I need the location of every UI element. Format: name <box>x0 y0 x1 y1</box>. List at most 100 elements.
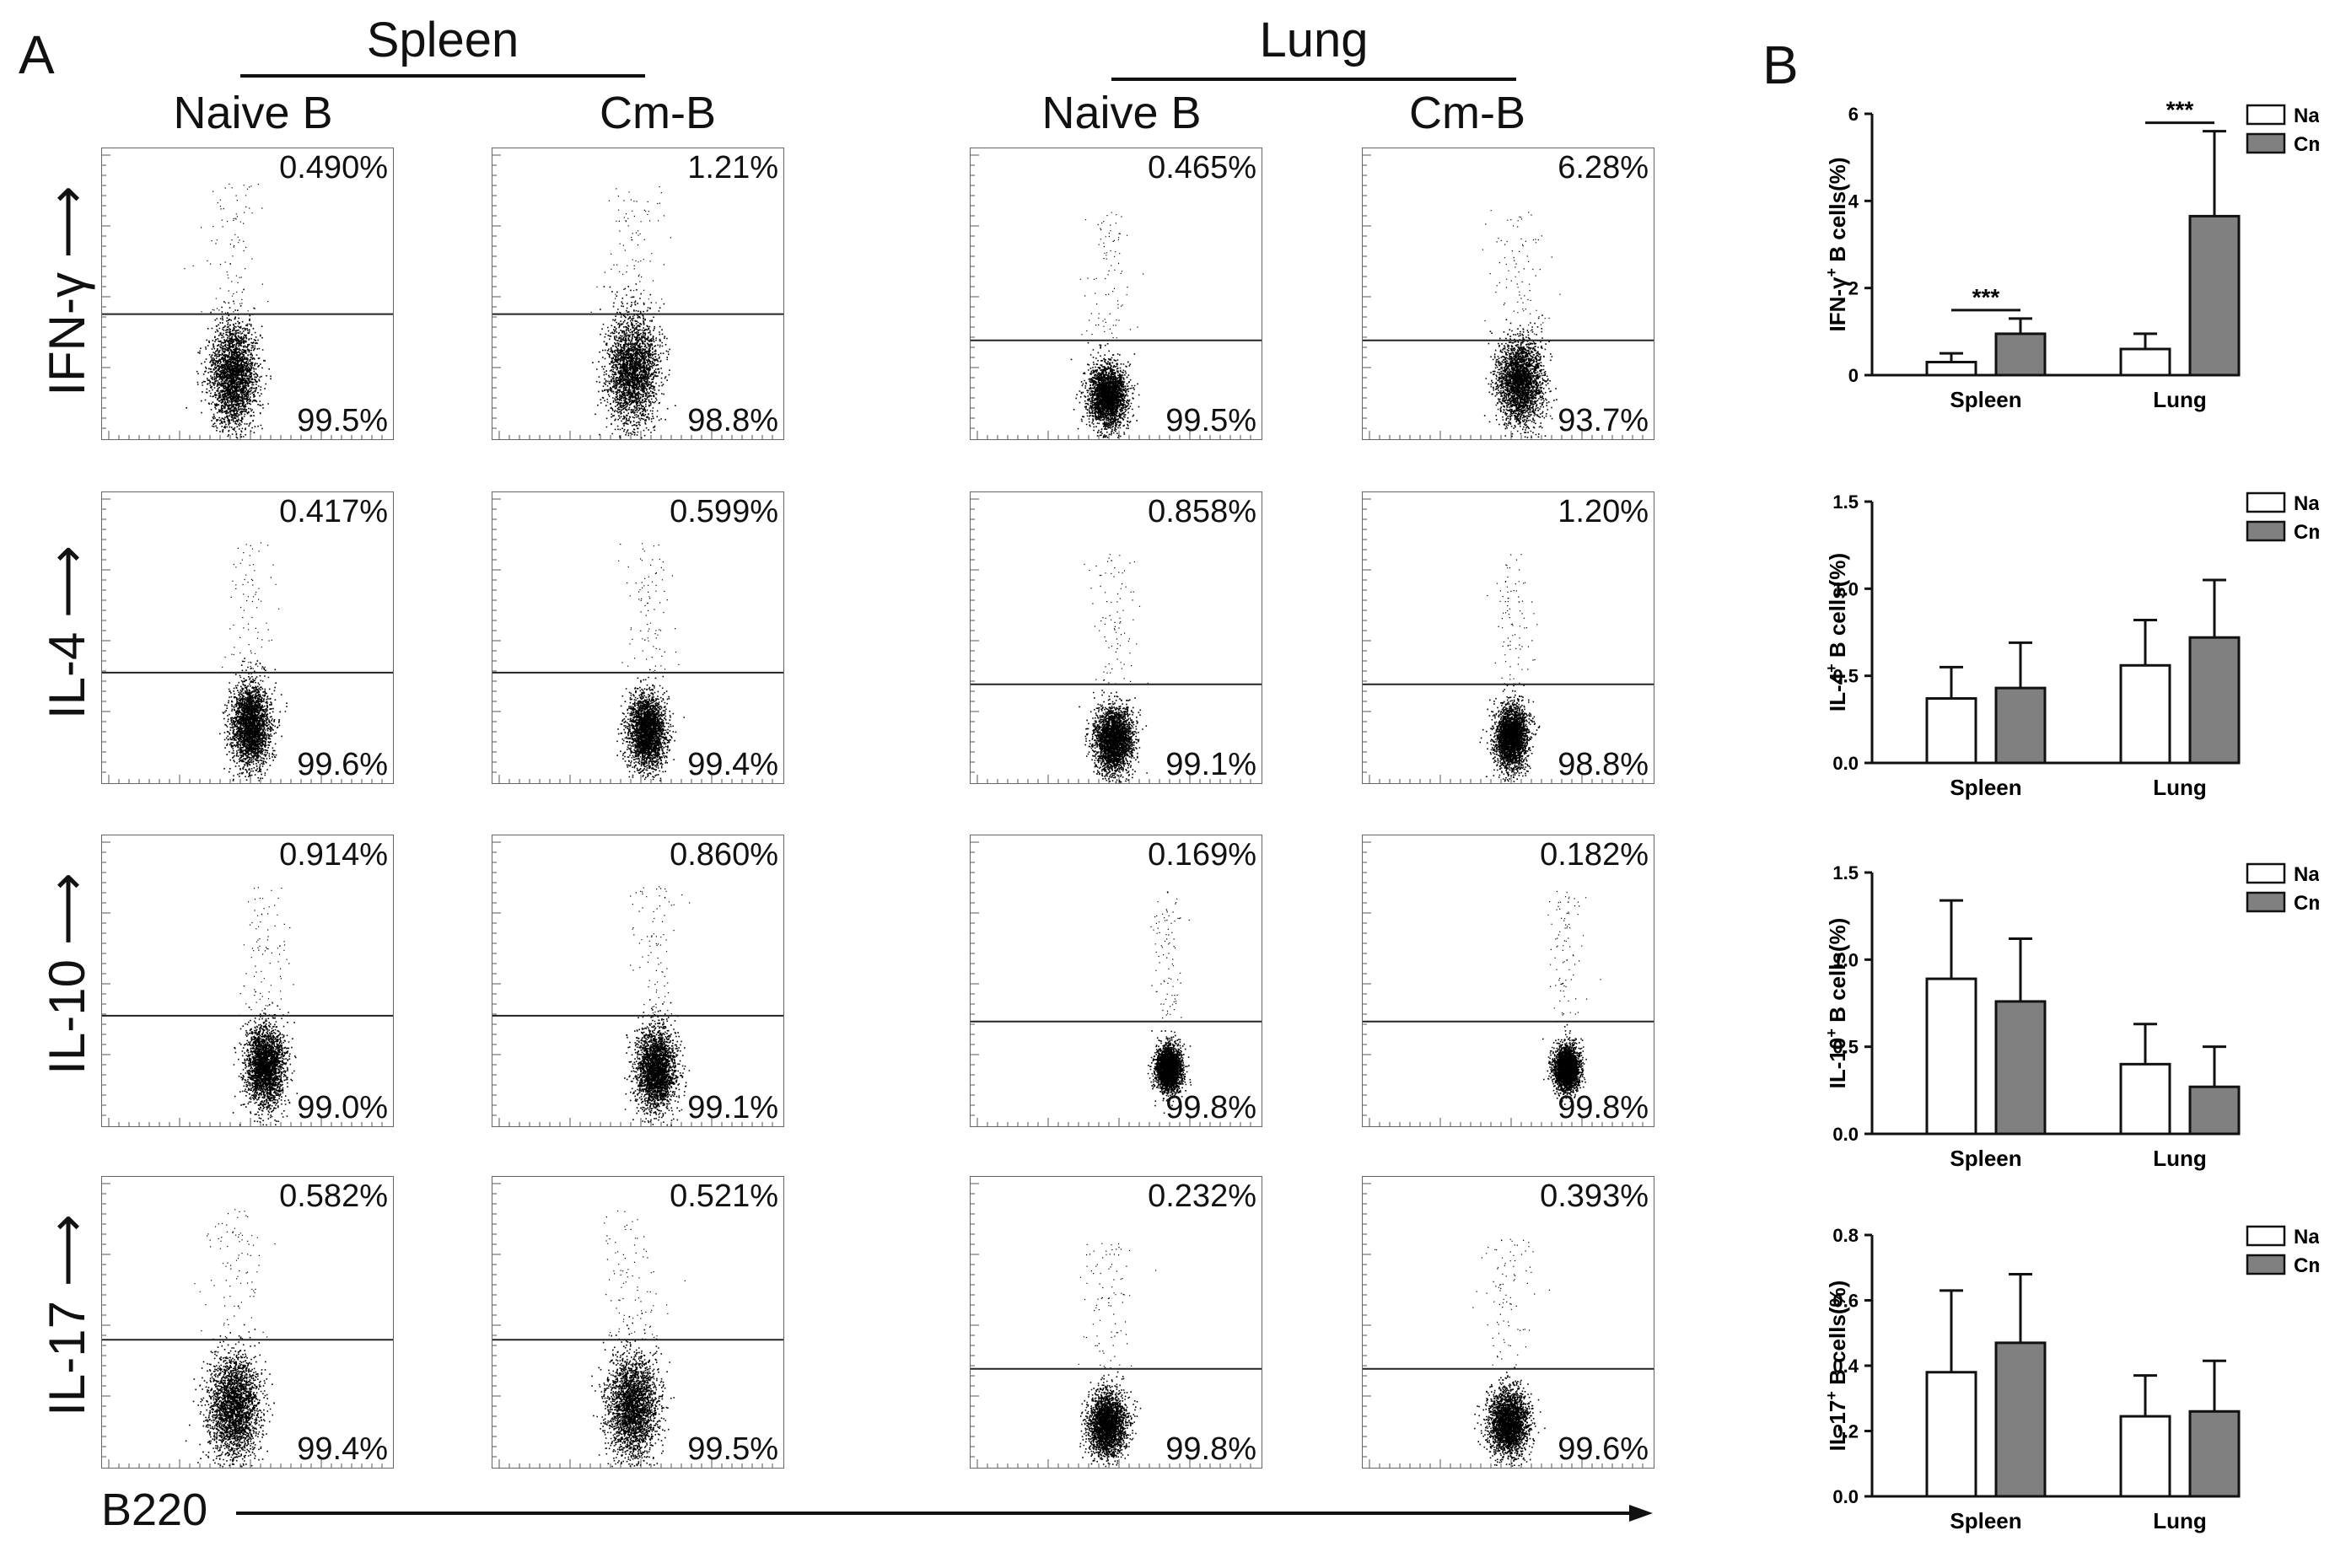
row-label-il4-text: IL-4 <box>39 631 95 720</box>
flow-plot: 0.599% 99.4% <box>492 491 784 784</box>
event-dots <box>184 183 272 439</box>
cell-population <box>232 887 299 1126</box>
event-dots <box>590 186 676 439</box>
y-axis-label-sup: + <box>1823 663 1840 673</box>
flow-plot: 0.858% 99.1% <box>970 491 1262 784</box>
y-tick-label: 6 <box>1848 104 1859 125</box>
lower-quadrant-percent: 99.8% <box>1165 1090 1256 1125</box>
y-axis-label-rest: B cells(%) <box>1825 157 1850 268</box>
upper-quadrant-percent: 0.182% <box>1540 837 1649 873</box>
flow-plot: 0.860% 99.1% <box>492 835 784 1127</box>
x-category-label: Lung <box>2153 1508 2207 1533</box>
bar-naive-b <box>1925 361 1977 377</box>
event-dots <box>1070 212 1144 438</box>
lower-quadrant-percent: 98.8% <box>1558 747 1649 782</box>
y-tick-label: 0.5 <box>1832 1037 1859 1058</box>
flow-plot: 0.169% 99.8% <box>970 835 1262 1127</box>
panel-a-letter: A <box>19 24 55 85</box>
x-category-label: Spleen <box>1950 775 2021 800</box>
bar-naive-b <box>1925 1371 1977 1498</box>
y-axis-label: IL-10+ B cells(%) <box>1823 918 1850 1089</box>
lower-quadrant-percent: 99.4% <box>297 1431 388 1467</box>
y-tick-label: 0 <box>1848 365 1859 386</box>
bar-naive-b <box>2119 663 2171 765</box>
cell-population <box>185 1209 276 1468</box>
y-axis-label-sup: + <box>1823 268 1840 277</box>
upper-quadrant-percent: 0.393% <box>1540 1179 1649 1214</box>
x-category-label: Lung <box>2153 1146 2207 1171</box>
significance-stars: *** <box>2166 97 2194 123</box>
x-category-label: Spleen <box>1950 387 2021 412</box>
row-label-il10-text: IL-10 <box>39 959 95 1075</box>
flow-plot: 1.20% 98.8% <box>1362 491 1654 784</box>
row-label-il17-text: IL-17 <box>39 1300 95 1416</box>
upper-quadrant-percent: 0.860% <box>670 837 778 873</box>
panel-b-letter: B <box>1762 35 1799 95</box>
cell-population <box>1078 1243 1157 1468</box>
flow-plot: 0.582% 99.4% <box>101 1176 394 1469</box>
bar-chart: 0 2 4 6 IFN-γ+ B cells(%) Spleen *** Lung *** Nai… <box>1823 97 2319 412</box>
col-title-spleen-cmb: Cm-B <box>600 88 716 138</box>
flow-plot: 0.490% 99.5% <box>101 148 394 440</box>
bar-cm-b <box>2188 1085 2241 1136</box>
legend-label: Cm-B <box>2294 133 2319 156</box>
y-axis-label: IL-17+ B cells(%) <box>1823 1281 1850 1452</box>
row-label-ifng-text: IFN-γ <box>39 272 95 396</box>
y-axis-label: IL-4+ B cells(%) <box>1823 553 1850 712</box>
cell-population <box>616 543 685 781</box>
lower-quadrant-percent: 99.5% <box>297 403 388 438</box>
legend-swatch <box>2246 862 2286 884</box>
lower-quadrant-percent: 99.1% <box>687 1090 778 1125</box>
col-title-lung-naive: Naive B <box>1041 88 1202 138</box>
y-axis-label-main: IL-10 <box>1825 1038 1850 1089</box>
legend-label: Naive B <box>2294 492 2319 515</box>
y-tick-label: 0.0 <box>1832 1124 1859 1145</box>
bar-naive-b <box>1925 977 1977 1136</box>
bar-naive-b <box>2119 347 2171 377</box>
upper-quadrant-percent: 1.21% <box>687 150 778 185</box>
upper-quadrant-percent: 0.599% <box>670 494 778 529</box>
y-tick-label: 1.5 <box>1832 491 1859 513</box>
x-category-label: Spleen <box>1950 1146 2021 1171</box>
legend-swatch <box>2246 1225 2286 1247</box>
x-category-label: Lung <box>2153 387 2207 412</box>
event-dots <box>591 1210 686 1468</box>
flow-plot: 0.465% 99.5% <box>970 148 1262 440</box>
significance-stars: *** <box>1972 284 2000 310</box>
cell-population <box>1472 1238 1550 1467</box>
flow-plot: 0.232% 99.8% <box>970 1176 1262 1469</box>
flow-plot: 0.182% 99.8% <box>1362 835 1654 1127</box>
upper-quadrant-percent: 6.28% <box>1558 150 1649 185</box>
lower-quadrant-percent: 99.5% <box>687 1431 778 1467</box>
cell-population <box>184 183 272 439</box>
bar-naive-b <box>2119 1062 2171 1136</box>
event-dots <box>1079 554 1149 783</box>
upper-quadrant-percent: 1.20% <box>1558 494 1649 529</box>
upper-quadrant-percent: 0.417% <box>279 494 388 529</box>
cell-population <box>1479 554 1541 782</box>
y-tick-label: 0.0 <box>1832 753 1859 774</box>
lower-quadrant-percent: 99.4% <box>687 747 778 782</box>
legend-label: Cm-B <box>2294 1254 2319 1277</box>
y-axis-label-main: IFN-γ <box>1825 277 1850 332</box>
bar-chart: 0.0 0.2 0.4 0.6 0.8 IL-17+ B cells(%) Spleen Lu… <box>1823 1225 2319 1533</box>
legend-label: Naive B <box>2294 863 2319 886</box>
event-dots <box>624 886 691 1126</box>
event-dots <box>219 542 288 781</box>
event-dots <box>616 543 685 781</box>
y-tick-label: 0.0 <box>1832 1486 1859 1507</box>
upper-quadrant-percent: 0.858% <box>1148 494 1256 529</box>
event-dots <box>1147 891 1192 1114</box>
legend-swatch <box>2246 520 2286 542</box>
lower-quadrant-percent: 99.5% <box>1165 403 1256 438</box>
upper-quadrant-percent: 0.582% <box>279 1179 388 1214</box>
legend-label: Naive B <box>2294 1226 2319 1248</box>
y-tick-label: 0.4 <box>1832 1356 1859 1377</box>
flow-plot: 0.914% 99.0% <box>101 835 394 1127</box>
bar-cm-b <box>1994 332 2047 377</box>
cell-population <box>1070 212 1144 438</box>
cell-population <box>624 886 691 1126</box>
legend-swatch <box>2246 891 2286 913</box>
bar-cm-b <box>2188 214 2241 377</box>
y-tick-label: 0.6 <box>1832 1291 1859 1312</box>
